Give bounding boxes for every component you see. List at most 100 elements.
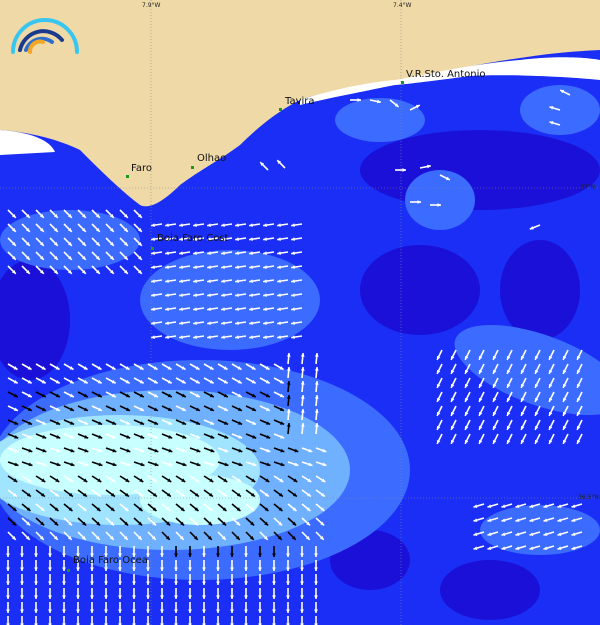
- current-arrowhead: [473, 518, 478, 522]
- current-arrowhead: [151, 251, 155, 256]
- current-arrowhead: [450, 397, 455, 402]
- current-arrowhead: [305, 535, 310, 540]
- current-arrowhead: [194, 492, 199, 497]
- current-arrowhead: [515, 546, 520, 550]
- current-arrowhead: [221, 265, 225, 270]
- current-arrowhead: [445, 176, 450, 181]
- current-arrowhead: [126, 435, 131, 439]
- current-arrowhead: [34, 553, 38, 557]
- buoy-faro-costa[interactable]: Boia Faro Cost: [157, 233, 229, 244]
- current-arrowhead: [139, 379, 144, 384]
- current-arrowhead: [67, 269, 72, 274]
- current-arrowhead: [264, 521, 269, 526]
- current-arrowhead: [48, 553, 52, 557]
- current-arrowhead: [167, 393, 172, 398]
- current-arrowhead: [97, 407, 102, 411]
- current-arrowhead: [146, 609, 150, 613]
- current-arrowhead: [557, 518, 562, 522]
- current-arrowhead: [258, 567, 262, 571]
- current-arrowhead: [53, 241, 58, 246]
- current-arrowhead: [291, 265, 295, 270]
- current-arrowhead: [277, 307, 281, 312]
- current-arrowhead: [534, 425, 539, 430]
- current-arrowhead: [82, 492, 87, 497]
- current-arrowhead: [151, 223, 155, 228]
- current-arrowhead: [13, 366, 18, 370]
- current-arrowhead: [543, 532, 548, 536]
- current-arrowhead: [112, 435, 117, 439]
- current-arrowhead: [124, 521, 129, 526]
- current-arrowhead: [216, 595, 220, 599]
- current-arrowhead: [97, 393, 102, 398]
- current-arrowhead: [252, 421, 257, 425]
- current-arrowhead: [238, 421, 243, 425]
- current-arrowhead: [464, 425, 469, 430]
- current-arrowhead: [221, 335, 225, 340]
- current-arrowhead: [165, 307, 169, 312]
- current-arrowhead: [202, 609, 206, 613]
- place-tavira[interactable]: Tavira: [285, 96, 315, 107]
- current-arrowhead: [179, 251, 183, 256]
- current-arrowhead: [314, 423, 319, 427]
- current-arrowhead: [48, 609, 52, 613]
- current-arrowhead: [41, 407, 46, 411]
- current-arrowhead: [515, 504, 520, 508]
- current-arrowhead: [278, 492, 283, 497]
- current-arrowhead: [179, 293, 183, 298]
- current-arrowhead: [193, 293, 197, 298]
- current-arrowhead: [291, 307, 295, 312]
- current-arrowhead: [152, 492, 157, 497]
- current-arrowhead: [179, 535, 184, 540]
- current-arrowhead: [249, 265, 253, 270]
- current-arrowhead: [249, 237, 253, 242]
- current-arrowhead: [11, 255, 16, 260]
- current-arrowhead: [14, 421, 19, 425]
- current-arrowhead: [238, 462, 243, 467]
- current-arrowhead: [139, 393, 144, 398]
- current-arrowhead: [125, 379, 130, 384]
- current-arrowhead: [84, 448, 89, 453]
- current-arrowhead: [53, 255, 58, 260]
- current-arrowhead: [146, 595, 150, 599]
- current-arrowhead: [138, 492, 143, 497]
- current-arrowhead: [263, 265, 267, 270]
- place-olhao[interactable]: Olhao: [197, 153, 227, 164]
- current-arrowhead: [137, 213, 142, 218]
- current-arrowhead: [286, 581, 290, 585]
- current-arrowhead: [314, 367, 319, 371]
- current-arrowhead: [250, 492, 255, 497]
- current-arrowhead: [174, 567, 178, 571]
- current-arrowhead: [263, 535, 268, 540]
- current-arrowhead: [292, 492, 297, 497]
- current-arrowhead: [82, 507, 87, 512]
- current-arrowhead: [209, 478, 214, 482]
- current-arrowhead: [238, 448, 243, 453]
- current-arrowhead: [249, 535, 254, 540]
- current-arrowhead: [20, 581, 24, 585]
- place-vr-sto-antonio[interactable]: V.R.Sto. Antonio: [406, 69, 486, 80]
- current-arrowhead: [492, 383, 497, 388]
- place-faro[interactable]: Faro: [131, 163, 152, 174]
- current-arrowhead: [402, 168, 406, 172]
- current-arrowhead: [221, 279, 225, 284]
- current-arrowhead: [277, 265, 281, 270]
- current-arrowhead: [319, 535, 324, 540]
- current-arrowhead: [286, 595, 290, 599]
- current-arrowhead: [548, 397, 553, 402]
- current-arrowhead: [41, 478, 46, 482]
- current-arrowhead: [193, 279, 197, 284]
- current-arrowhead: [151, 321, 155, 326]
- current-arrowhead: [132, 553, 136, 557]
- current-arrowhead: [266, 448, 271, 453]
- current-arrowhead: [308, 448, 313, 453]
- current-arrowhead: [560, 89, 565, 94]
- current-arrowhead: [34, 581, 38, 585]
- current-arrowhead: [520, 383, 525, 388]
- current-arrowhead: [576, 397, 581, 402]
- current-arrowhead: [104, 595, 108, 599]
- current-arrowhead: [111, 379, 116, 384]
- current-arrowhead: [67, 241, 72, 246]
- current-arrowhead: [277, 535, 282, 540]
- buoy-faro-oceano[interactable]: Boia Faro Ocea: [73, 555, 148, 566]
